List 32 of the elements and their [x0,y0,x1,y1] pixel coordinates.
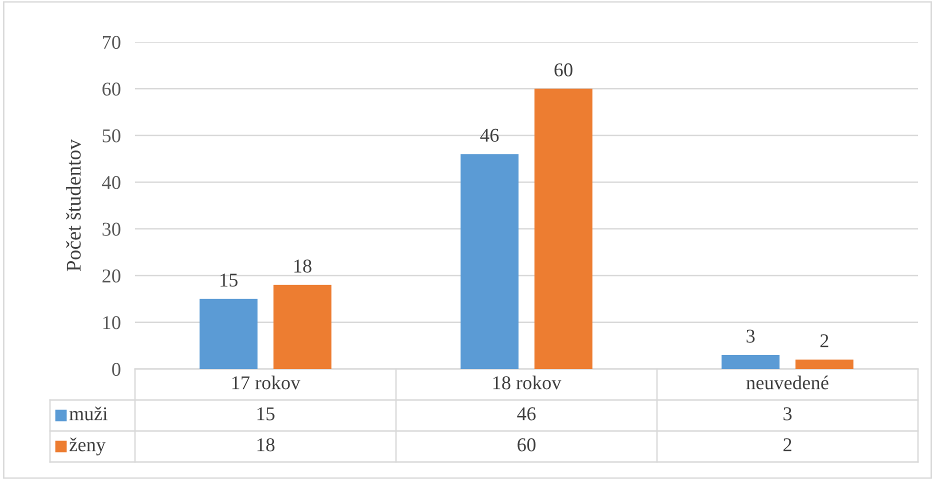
annotation: 60 [554,63,572,76]
annotation: 18 [294,260,312,273]
data-label: 15 [257,407,274,420]
bar [273,284,332,369]
annotation: 15 [220,274,238,287]
y-tick-label: 20 [102,269,120,283]
y-tick-label: 30 [102,222,120,236]
annotation: 3 [746,330,755,343]
bar [200,298,258,369]
y-tick-label: 0 [112,362,120,376]
annotation: 2 [820,334,828,348]
y-tick-label: 40 [102,176,120,190]
data-label: 2 [783,438,792,452]
x-tick-label: 17 rokov [232,376,300,390]
x-tick-label: 18 rokov [493,376,562,390]
x-tick-label: neuvedené [746,376,828,390]
legend-label: muži [69,406,108,420]
bar [795,360,854,369]
legend-label: ženy [70,438,106,456]
data-label: 18 [257,438,274,452]
data-label: 60 [518,438,536,452]
bar [722,354,780,369]
bar [460,154,519,369]
y-tick-label: 70 [102,36,120,49]
y-tick-label: 60 [102,82,120,96]
y-axis-title: Počet študentov [66,139,81,272]
data-label: 46 [517,407,536,420]
y-tick-label: 50 [102,129,120,142]
data-label: 3 [784,407,792,420]
annotation: 46 [480,128,499,142]
y-tick-label: 10 [103,316,120,330]
bar [534,88,592,369]
